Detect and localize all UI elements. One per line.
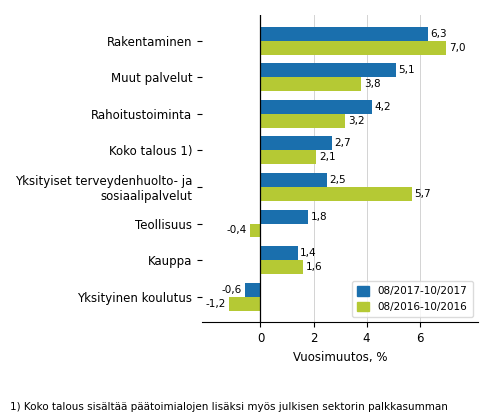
Bar: [250, 223, 260, 238]
Text: 2,1: 2,1: [319, 152, 335, 162]
Bar: [260, 173, 327, 187]
Text: 2,5: 2,5: [329, 175, 346, 185]
Text: 1,8: 1,8: [311, 212, 327, 222]
Bar: [260, 114, 346, 128]
Bar: [229, 297, 260, 311]
Text: -1,2: -1,2: [206, 299, 226, 309]
X-axis label: Vuosimuutos, %: Vuosimuutos, %: [293, 351, 387, 364]
Bar: [260, 136, 332, 150]
Bar: [260, 187, 412, 201]
Text: -0,6: -0,6: [222, 285, 242, 295]
Text: 5,1: 5,1: [398, 65, 415, 75]
Text: 1) Koko talous sisältää päätoimialojen lisäksi myös julkisen sektorin palkkasumm: 1) Koko talous sisältää päätoimialojen l…: [10, 402, 448, 412]
Bar: [260, 210, 308, 223]
Text: 6,3: 6,3: [430, 29, 447, 39]
Bar: [260, 41, 446, 54]
Bar: [260, 100, 372, 114]
Bar: [245, 283, 260, 297]
Bar: [260, 63, 396, 77]
Bar: [260, 27, 427, 41]
Bar: [260, 150, 316, 164]
Bar: [260, 260, 303, 274]
Text: 3,8: 3,8: [364, 79, 381, 89]
Text: 2,7: 2,7: [335, 139, 352, 149]
Text: -0,4: -0,4: [227, 225, 247, 235]
Bar: [260, 77, 361, 91]
Text: 7,0: 7,0: [449, 42, 465, 52]
Text: 5,7: 5,7: [414, 189, 431, 199]
Text: 1,6: 1,6: [306, 262, 322, 272]
Text: 3,2: 3,2: [348, 116, 365, 126]
Legend: 08/2017-10/2017, 08/2016-10/2016: 08/2017-10/2017, 08/2016-10/2016: [352, 281, 473, 317]
Bar: [260, 246, 298, 260]
Text: 4,2: 4,2: [375, 102, 391, 112]
Text: 1,4: 1,4: [300, 248, 317, 258]
